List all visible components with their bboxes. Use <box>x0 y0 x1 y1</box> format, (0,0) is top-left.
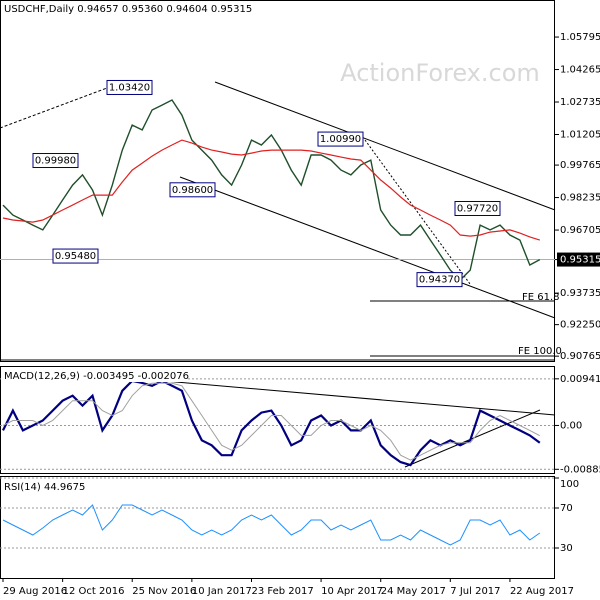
series-line <box>2 99 541 281</box>
y-tick-label: 0.98235 <box>560 193 600 204</box>
annotation-label: 1.00990 <box>320 134 361 145</box>
annotation-label: 0.94370 <box>419 275 460 286</box>
x-tick-label: 10 Apr 2017 <box>321 586 383 597</box>
x-tick-label: 12 Oct 2016 <box>63 586 125 597</box>
annotation-box <box>106 79 153 95</box>
watermark: ActionForex.com <box>340 59 540 87</box>
title-bg <box>1 369 187 382</box>
annotation-box <box>169 182 216 198</box>
annotation-label: 0.95480 <box>55 251 96 262</box>
fib-label: FE 100.0 <box>518 346 562 357</box>
annotation-label: 0.98600 <box>172 185 213 196</box>
series-line <box>2 504 541 546</box>
y-tick-label: 1.02735 <box>560 97 600 108</box>
annotation-label: 1.03420 <box>109 82 150 93</box>
trend-line <box>404 409 541 468</box>
y-tick-label: -0.008852 <box>560 464 600 475</box>
annotation-label: 0.99980 <box>35 156 76 167</box>
annotation-box <box>454 200 501 216</box>
panel-title: MACD(12,26,9) -0.003495 -0.002076 <box>4 371 189 382</box>
x-tick-label: 22 Aug 2017 <box>510 586 574 597</box>
y-tick-label: 100 <box>560 479 579 490</box>
x-tick-label: 29 Aug 2016 <box>3 586 67 597</box>
y-tick-label: 30 <box>560 543 573 554</box>
y-tick-label: 0.93735 <box>560 288 600 299</box>
y-tick-label: 1.05795 <box>560 32 600 43</box>
y-tick-label: 0.92250 <box>560 320 600 331</box>
y-tick-label: 1.01205 <box>560 130 600 141</box>
x-tick-label: 23 Feb 2017 <box>252 586 314 597</box>
annotation-label: 0.97720 <box>457 203 498 214</box>
x-tick-label: 25 Nov 2016 <box>132 586 196 597</box>
trend-line <box>129 377 556 416</box>
title-bg <box>1 480 81 493</box>
annotation-box <box>317 131 364 147</box>
panel-title: USDCHF,Daily 0.94657 0.95360 0.94604 0.9… <box>4 4 252 15</box>
y-tick-label: 0.96705 <box>560 225 600 236</box>
y-tick-label: 1.04265 <box>560 65 600 76</box>
current-price-box <box>557 252 600 267</box>
x-tick-label: 7 Jul 2017 <box>450 586 500 597</box>
trend-line <box>0 87 108 129</box>
price-panel <box>0 0 555 362</box>
channel-line <box>214 81 556 211</box>
series-line <box>2 379 541 467</box>
channel-line <box>179 176 556 319</box>
x-tick-label: 24 May 2017 <box>381 586 446 597</box>
rsi-panel <box>0 476 555 579</box>
panel-title: RSI(14) 44.9675 <box>4 482 85 493</box>
annotation-box <box>52 248 99 264</box>
fib-label: FE 61.8 <box>522 292 560 303</box>
annotation-box <box>416 272 463 288</box>
y-tick-label: 0.99765 <box>560 160 600 171</box>
annotation-box <box>32 153 79 169</box>
y-tick-label: 0.00 <box>560 420 582 431</box>
x-tick-label: 10 Jan 2017 <box>192 586 252 597</box>
macd-panel <box>0 366 555 474</box>
series-line <box>2 139 540 241</box>
y-tick-label: 70 <box>560 503 573 514</box>
title-bg <box>1 2 233 15</box>
y-tick-label: 0.95315 <box>560 255 600 266</box>
y-tick-label: 0.90765 <box>560 351 600 362</box>
y-tick-label: 0.009411 <box>560 374 600 385</box>
series-line <box>2 382 541 461</box>
